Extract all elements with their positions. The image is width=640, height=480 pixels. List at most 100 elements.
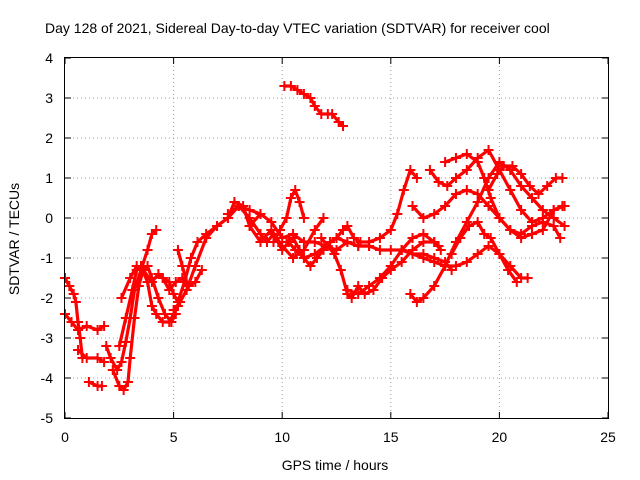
data-point-marker bbox=[472, 157, 483, 167]
data-point-marker bbox=[281, 237, 292, 247]
data-point-marker bbox=[407, 233, 418, 243]
data-point-marker bbox=[446, 249, 457, 259]
series-arc-7 bbox=[114, 261, 183, 351]
data-point-marker bbox=[346, 293, 357, 303]
data-point-marker bbox=[298, 89, 309, 99]
series-line bbox=[345, 232, 443, 296]
data-point-marker bbox=[133, 281, 144, 291]
data-point-marker bbox=[172, 245, 183, 255]
series-arc-11 bbox=[172, 245, 192, 287]
data-point-marker bbox=[455, 233, 466, 243]
series-arc-21 bbox=[407, 185, 566, 243]
series-arc-15 bbox=[279, 81, 349, 131]
data-point-marker bbox=[398, 185, 409, 195]
data-point-marker bbox=[555, 233, 566, 243]
data-point-marker bbox=[292, 85, 303, 95]
data-point-marker bbox=[429, 237, 440, 247]
data-point-marker bbox=[114, 381, 125, 391]
data-point-marker bbox=[298, 253, 309, 263]
data-point-marker bbox=[318, 245, 329, 255]
data-point-marker bbox=[159, 309, 170, 319]
data-point-marker bbox=[277, 233, 288, 243]
x-tick-label: 25 bbox=[600, 429, 616, 445]
data-point-marker bbox=[185, 253, 196, 263]
data-point-marker bbox=[99, 321, 110, 331]
series-arc-23 bbox=[440, 149, 568, 243]
data-point-marker bbox=[151, 225, 162, 235]
data-point-marker bbox=[305, 261, 316, 271]
y-axis-label: SDTVAR / TECUs bbox=[6, 183, 22, 295]
series-line bbox=[408, 160, 567, 304]
data-point-marker bbox=[311, 253, 322, 263]
data-point-marker bbox=[511, 277, 522, 287]
data-point-marker bbox=[322, 241, 333, 251]
data-point-marker bbox=[353, 281, 364, 291]
data-point-marker bbox=[557, 173, 568, 183]
data-point-marker bbox=[396, 257, 407, 267]
data-point-marker bbox=[294, 197, 305, 207]
data-point-marker bbox=[83, 377, 94, 387]
series-arc-4 bbox=[83, 377, 107, 391]
data-point-marker bbox=[294, 245, 305, 255]
data-point-marker bbox=[153, 293, 164, 303]
data-point-marker bbox=[429, 281, 440, 291]
data-point-marker bbox=[524, 181, 535, 191]
data-point-marker bbox=[151, 309, 162, 319]
y-tick-label: -2 bbox=[41, 290, 54, 306]
plot-border bbox=[64, 57, 609, 419]
y-axis-tick-labels: -5 -4 -3 -2 -1 0 1 2 3 4 bbox=[41, 50, 54, 426]
data-point-marker bbox=[138, 265, 149, 275]
data-point-marker bbox=[450, 173, 461, 183]
data-point-marker bbox=[164, 317, 175, 327]
data-point-marker bbox=[559, 221, 570, 231]
data-point-marker bbox=[526, 229, 537, 239]
data-point-marker bbox=[268, 237, 279, 247]
x-tick-label: 15 bbox=[383, 429, 399, 445]
data-point-marker bbox=[201, 233, 212, 243]
series-line bbox=[486, 164, 565, 196]
data-point-marker bbox=[494, 213, 505, 223]
y-tick-label: 1 bbox=[45, 170, 53, 186]
data-point-marker bbox=[309, 225, 320, 235]
data-point-marker bbox=[233, 201, 244, 211]
series-arc-6 bbox=[107, 261, 181, 395]
data-point-marker bbox=[537, 205, 548, 215]
data-point-marker bbox=[127, 285, 138, 295]
data-point-marker bbox=[120, 313, 131, 323]
data-point-marker bbox=[142, 245, 153, 255]
x-axis-label: GPS time / hours bbox=[282, 457, 389, 473]
data-point-marker bbox=[385, 261, 396, 271]
data-point-marker bbox=[342, 285, 353, 295]
data-point-marker bbox=[190, 277, 201, 287]
data-point-marker bbox=[81, 321, 92, 331]
data-point-marker bbox=[498, 161, 509, 171]
data-point-marker bbox=[492, 169, 503, 179]
data-point-marker bbox=[405, 289, 416, 299]
data-point-marker bbox=[516, 233, 527, 243]
data-point-marker bbox=[146, 229, 157, 239]
y-tick-label: -3 bbox=[41, 330, 54, 346]
data-point-marker bbox=[81, 353, 92, 363]
data-point-marker bbox=[418, 229, 429, 239]
series-arc-24 bbox=[446, 217, 522, 287]
data-point-marker bbox=[537, 225, 548, 235]
data-point-marker bbox=[309, 101, 320, 111]
data-point-marker bbox=[557, 201, 568, 211]
data-point-marker bbox=[461, 149, 472, 159]
data-point-marker bbox=[222, 209, 233, 219]
data-point-marker bbox=[385, 225, 396, 235]
data-point-marker bbox=[338, 225, 349, 235]
data-point-marker bbox=[516, 205, 527, 215]
data-point-marker bbox=[125, 353, 136, 363]
data-point-marker bbox=[275, 225, 286, 235]
data-point-marker bbox=[118, 385, 129, 395]
series-line bbox=[284, 168, 419, 268]
data-point-marker bbox=[485, 233, 496, 243]
data-point-marker bbox=[125, 273, 136, 283]
data-point-marker bbox=[405, 165, 416, 175]
data-point-marker bbox=[146, 277, 157, 287]
data-point-marker bbox=[483, 185, 494, 195]
data-point-marker bbox=[385, 245, 396, 255]
data-point-marker bbox=[281, 213, 292, 223]
